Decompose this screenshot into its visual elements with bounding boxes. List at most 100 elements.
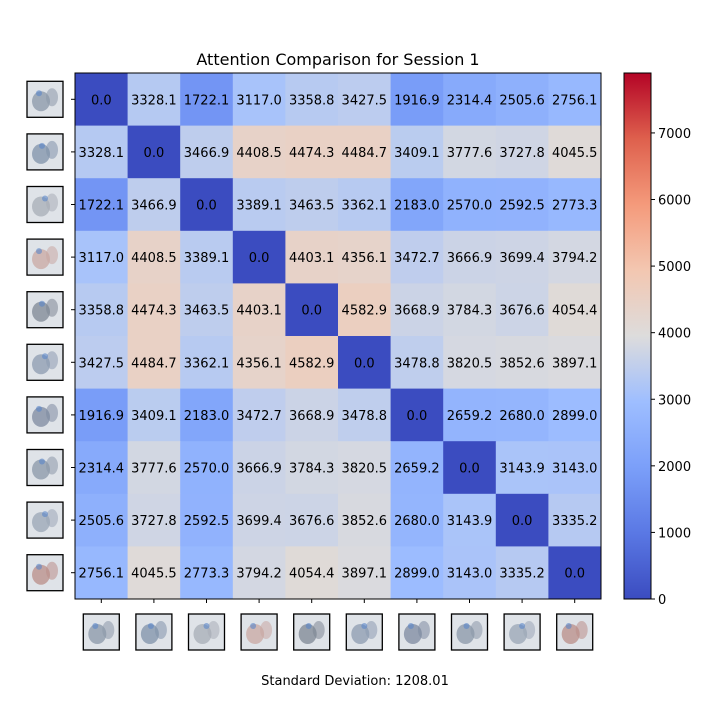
chart-title: Attention Comparison for Session 1 (196, 50, 479, 69)
cell-value-label: 4045.5 (552, 146, 598, 161)
cell-value-label: 4582.9 (342, 304, 388, 319)
cell-value-label: 3794.2 (236, 567, 282, 582)
heatmap-cell (390, 230, 444, 284)
cell-value-label: 3358.8 (289, 93, 335, 108)
cell-value-label: 3820.5 (447, 356, 493, 371)
colorbar-tick-label: 4000 (658, 327, 691, 342)
cell-value-label: 2773.3 (552, 199, 598, 214)
cell-value-label: 3117.0 (79, 251, 125, 266)
heatmap-cell (75, 230, 129, 284)
colorbar-gradient (623, 72, 652, 600)
cell-value-label: 3328.1 (131, 93, 177, 108)
cell-value-label: 4408.5 (236, 146, 282, 161)
colorbar-tick-label: 2000 (658, 460, 691, 475)
heatmap-cell (127, 73, 181, 127)
thumbnail-image (187, 613, 226, 651)
thumbnail-image (26, 238, 64, 276)
heatmap-cell (548, 441, 602, 495)
cell-value-label: 2505.6 (79, 514, 125, 529)
heatmap-cell (75, 178, 129, 232)
heatmap-cell (338, 283, 392, 337)
heatmap-cell (443, 73, 497, 127)
heatmap-cell (338, 493, 392, 547)
thumbnail-image (26, 291, 64, 329)
cell-value-label: 3143.9 (447, 514, 493, 529)
cell-value-label: 2756.1 (79, 567, 125, 582)
heatmap-cell (232, 125, 286, 179)
heatmap-cell (495, 178, 549, 232)
heatmap-cell (127, 493, 181, 547)
cell-value-label: 3328.1 (79, 146, 125, 161)
heatmap-cell (127, 441, 181, 495)
cell-value-label: 0.0 (354, 356, 375, 371)
heatmap-cell (495, 493, 549, 547)
cell-value-label: 0.0 (564, 567, 585, 582)
cell-value-label: 3427.5 (79, 356, 125, 371)
cell-value-label: 4356.1 (236, 356, 282, 371)
heatmap-cell (180, 336, 234, 390)
thumbnail-image (293, 613, 331, 651)
heatmap-cell (180, 493, 234, 547)
heatmap-cell (180, 73, 234, 127)
heatmap-cell (495, 388, 549, 442)
cell-value-label: 3143.9 (499, 462, 545, 477)
heatmap-cell (495, 73, 549, 127)
cell-value-label: 3358.8 (79, 304, 125, 319)
heatmap-cell (127, 230, 181, 284)
thumbnail-image (26, 554, 64, 592)
heatmap-cell (548, 178, 602, 232)
cell-value-label: 2680.0 (394, 514, 440, 529)
cell-value-label: 2570.0 (447, 199, 493, 214)
cell-value-label: 3784.3 (289, 462, 335, 477)
cell-value-label: 4403.1 (236, 304, 282, 319)
cell-value-label: 3362.1 (342, 199, 388, 214)
cell-value-label: 2659.2 (394, 462, 440, 477)
cell-value-label: 3143.0 (552, 462, 598, 477)
cell-value-label: 2899.0 (552, 409, 598, 424)
thumbnail-image (240, 613, 278, 651)
heatmap-cell (495, 283, 549, 337)
heatmap-cell (443, 336, 497, 390)
heatmap-cell (285, 546, 339, 600)
cell-value-label: 3699.4 (236, 514, 282, 529)
heatmap-cell (180, 125, 234, 179)
heatmap-cell (180, 546, 234, 600)
cell-value-label: 3466.9 (131, 199, 177, 214)
thumbnail-image (450, 613, 489, 651)
heatmap-cell (285, 125, 339, 179)
cell-value-label: 3727.8 (499, 146, 545, 161)
heatmap-cell (180, 441, 234, 495)
cell-value-label: 2505.6 (499, 93, 545, 108)
cell-value-label: 3777.6 (131, 462, 177, 477)
cell-value-label: 1916.9 (394, 93, 440, 108)
heatmap-cell (285, 388, 339, 442)
heatmap-cell (232, 493, 286, 547)
heatmap-cell (75, 336, 129, 390)
cell-value-label: 0.0 (459, 462, 480, 477)
thumbnail-image (398, 613, 436, 651)
cell-value-label: 4474.3 (131, 304, 177, 319)
colorbar-tick-label: 3000 (658, 393, 691, 408)
heatmap-cell (443, 283, 497, 337)
cell-value-label: 3668.9 (394, 304, 440, 319)
cell-value-label: 3409.1 (131, 409, 177, 424)
y-axis (26, 80, 75, 592)
heatmap-cell (548, 546, 602, 600)
thumbnail-image (26, 448, 64, 487)
cell-value-label: 3143.0 (447, 567, 493, 582)
thumbnail-image (556, 613, 594, 651)
cell-value-label: 4045.5 (131, 567, 177, 582)
thumbnail-image (26, 133, 64, 171)
heatmap-cell (75, 125, 129, 179)
cell-value-label: 4474.3 (289, 146, 335, 161)
heatmap-cell (285, 283, 339, 337)
heatmap-cell (443, 178, 497, 232)
heatmap-cell (232, 388, 286, 442)
cell-value-label: 3389.1 (184, 251, 230, 266)
heatmap-cell (443, 493, 497, 547)
cell-value-label: 3666.9 (447, 251, 493, 266)
heatmap-cell (127, 125, 181, 179)
cell-value-label: 3784.3 (447, 304, 493, 319)
heatmap-cell (180, 388, 234, 442)
